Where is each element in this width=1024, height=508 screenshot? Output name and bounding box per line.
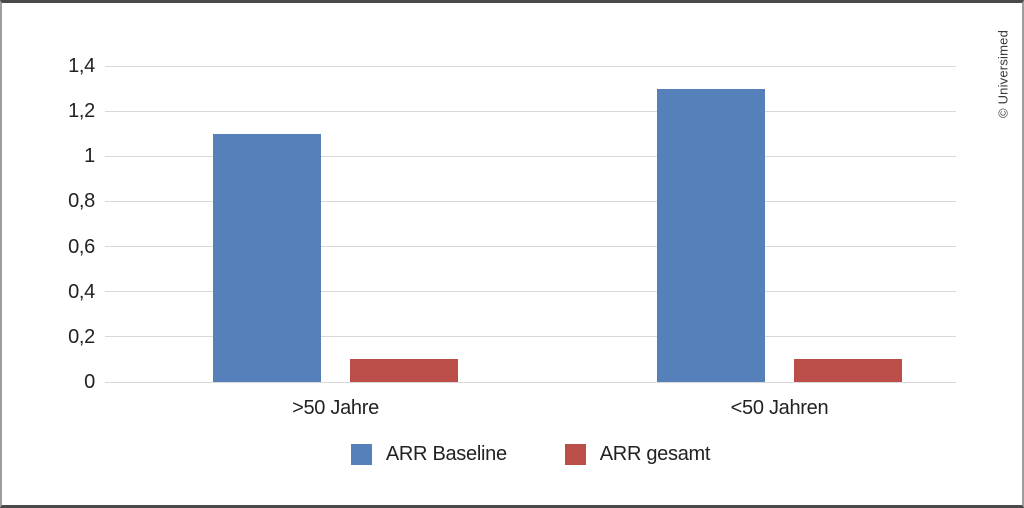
legend: ARR Baseline ARR gesamt bbox=[105, 442, 956, 466]
gridline bbox=[105, 291, 956, 293]
chart-canvas: 0 0,2 0,4 0,6 0,8 1 1,2 1,4 >50 Jahre <50 Jahren … bbox=[2, 3, 1022, 505]
gridline bbox=[105, 110, 956, 112]
bar-arr-baseline bbox=[213, 133, 321, 382]
y-axis-tick-label: 0,8 bbox=[68, 190, 95, 213]
category-label: >50 Jahre bbox=[292, 397, 379, 419]
legend-swatch-icon bbox=[564, 443, 586, 465]
category-label: <50 Jahren bbox=[730, 397, 829, 419]
gridline bbox=[105, 65, 956, 67]
y-axis-tick-label: 0,6 bbox=[68, 235, 95, 258]
y-axis-tick-label: 0,2 bbox=[68, 325, 95, 348]
gridline bbox=[105, 336, 956, 338]
y-axis-tick-label: 0,4 bbox=[68, 280, 95, 303]
bar-arr-gesamt bbox=[350, 359, 458, 382]
gridline bbox=[105, 246, 956, 248]
legend-label: ARR Baseline bbox=[385, 443, 507, 465]
y-axis-tick-label: 1,4 bbox=[68, 55, 95, 77]
gridline bbox=[105, 155, 956, 157]
legend-swatch-icon bbox=[350, 443, 372, 465]
gridline bbox=[105, 381, 956, 383]
bar-arr-gesamt bbox=[794, 359, 902, 382]
y-axis-tick-label: 1,2 bbox=[68, 100, 95, 123]
legend-item: ARR Baseline bbox=[350, 442, 507, 466]
legend-label: ARR gesamt bbox=[599, 443, 711, 465]
copyright-credit: © Universimed bbox=[995, 29, 1011, 119]
legend-item: ARR gesamt bbox=[564, 442, 711, 466]
y-axis-tick-label: 1 bbox=[84, 145, 95, 168]
bar-arr-baseline bbox=[657, 88, 765, 382]
y-axis-tick-label: 0 bbox=[84, 371, 95, 393]
gridline bbox=[105, 200, 956, 202]
